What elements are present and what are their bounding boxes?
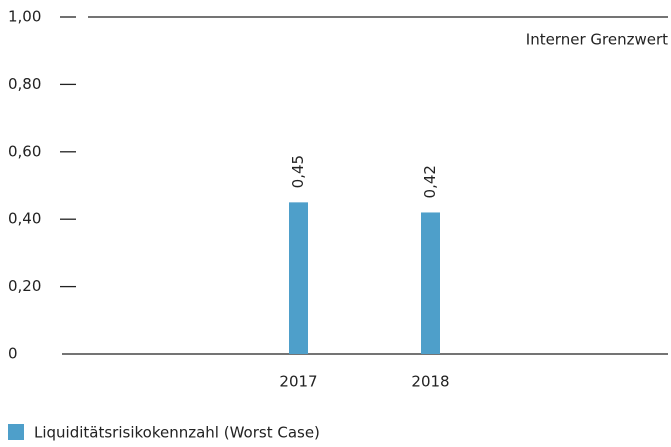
bar [289, 202, 308, 354]
y-tick-label: 1,00 [8, 8, 41, 26]
value-label: 0,42 [421, 165, 439, 198]
y-tick-label: 0,40 [8, 210, 41, 228]
y-tick-label: 0,60 [8, 142, 41, 160]
y-tick-label: 0 [8, 345, 18, 363]
x-tick-label: 2017 [279, 373, 317, 391]
y-tick-label: 0,20 [8, 277, 41, 295]
bar [421, 212, 440, 354]
legend-swatch [8, 424, 24, 440]
x-tick-label: 2018 [411, 373, 449, 391]
value-label: 0,45 [289, 155, 307, 188]
threshold-label: Interner Grenzwert [526, 31, 668, 49]
legend-label: Liquiditätsrisikokennzahl (Worst Case) [34, 424, 320, 442]
y-tick-label: 0,80 [8, 75, 41, 93]
